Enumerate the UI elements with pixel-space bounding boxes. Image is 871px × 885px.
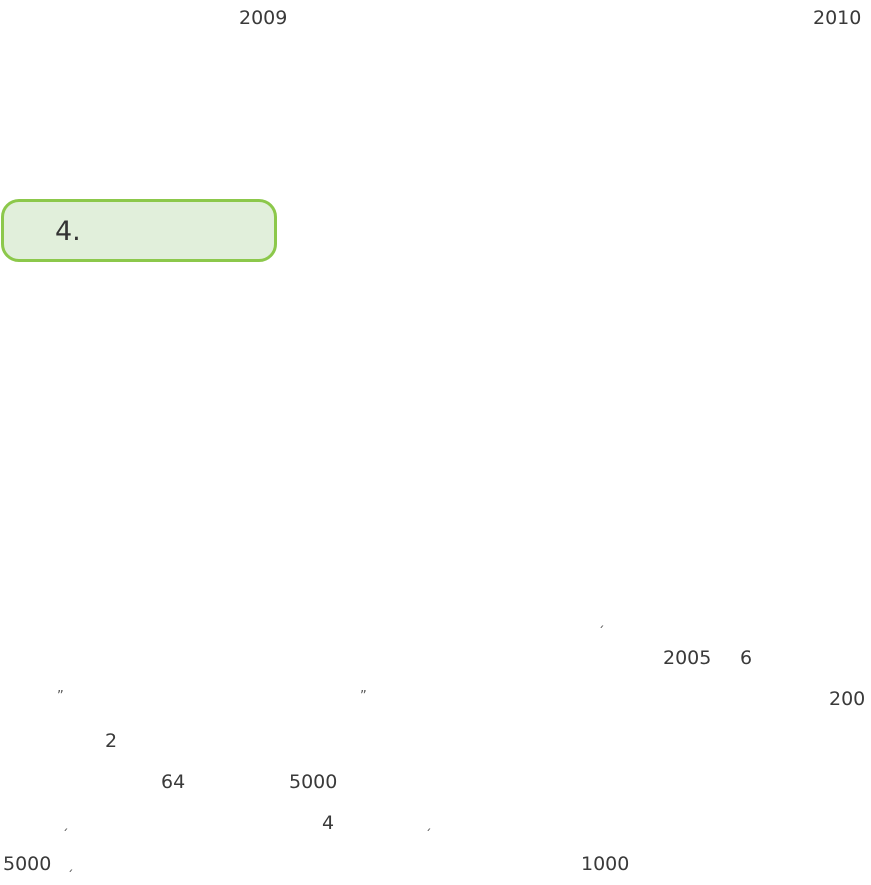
- number-2: 2: [105, 730, 118, 752]
- month-6: 6: [740, 647, 753, 669]
- comma-mark-2: ˏ: [62, 817, 69, 832]
- section-number: 4.: [55, 216, 81, 247]
- number-64: 64: [161, 771, 186, 793]
- comma-mark-4: ˏ: [67, 858, 74, 873]
- number-200: 200: [829, 688, 866, 710]
- section-heading-box: 4.: [1, 199, 277, 262]
- number-5000-b: 5000: [3, 853, 52, 875]
- comma-mark-3: ˏ: [425, 817, 432, 832]
- year-2010: 2010: [813, 7, 862, 29]
- number-4: 4: [322, 812, 335, 834]
- quote-open: ”: [57, 689, 64, 704]
- year-2009: 2009: [239, 7, 288, 29]
- comma-mark: ˏ: [598, 614, 605, 629]
- quote-close: ”: [360, 689, 367, 704]
- number-1000: 1000: [581, 853, 630, 875]
- year-2005: 2005: [663, 647, 712, 669]
- number-5000-a: 5000: [289, 771, 338, 793]
